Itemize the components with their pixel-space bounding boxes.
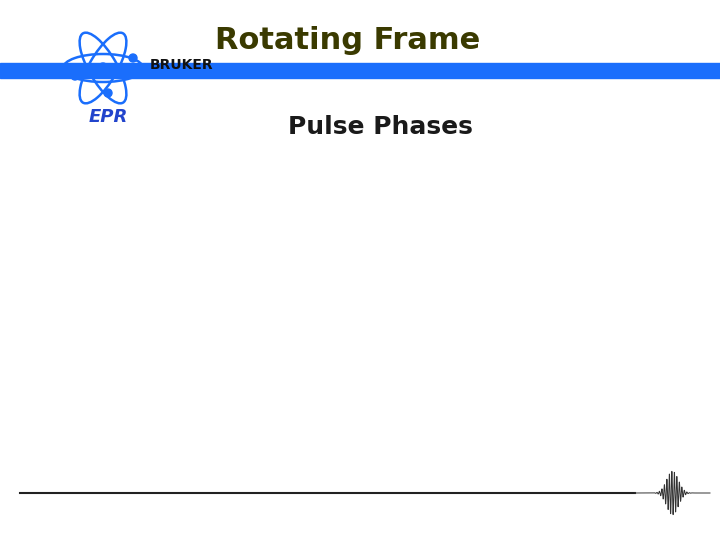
Circle shape bbox=[98, 63, 108, 73]
Circle shape bbox=[129, 54, 137, 62]
Text: BRUKER: BRUKER bbox=[150, 58, 214, 72]
Text: EPR: EPR bbox=[89, 108, 127, 126]
Text: Pulse Phases: Pulse Phases bbox=[287, 115, 472, 139]
Circle shape bbox=[104, 89, 112, 97]
Bar bbox=[0, 63, 720, 78]
Circle shape bbox=[71, 72, 79, 80]
Text: Rotating Frame: Rotating Frame bbox=[215, 26, 480, 55]
